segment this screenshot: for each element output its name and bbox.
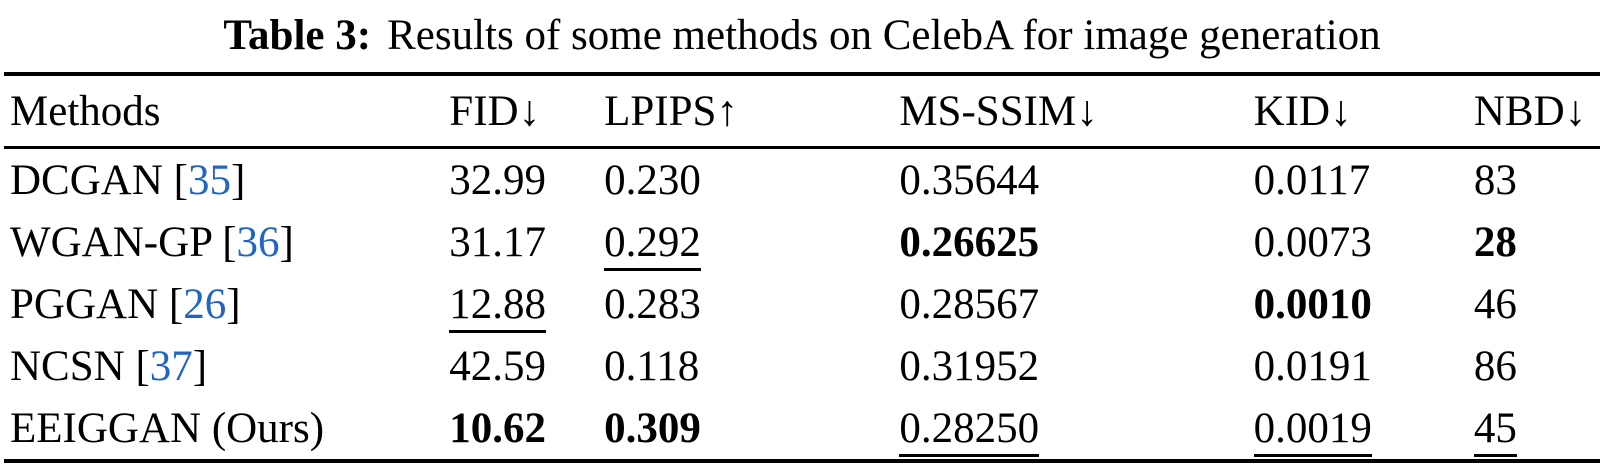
- table-caption-text: Results of some methods on CelebA for im…: [387, 12, 1381, 59]
- metric-value: 0.31952: [899, 342, 1040, 390]
- metric-cell-msssim: 0.28250: [899, 397, 1253, 461]
- metric-value: 0.283: [604, 280, 701, 328]
- metric-cell-fid: 31.17: [449, 211, 604, 273]
- metric-cell-kid: 0.0073: [1254, 211, 1474, 273]
- citation-link[interactable]: 37: [149, 342, 193, 390]
- cite-bracket: ]: [226, 280, 241, 328]
- metric-cell-nbd: 86: [1474, 335, 1600, 397]
- method-cell: DCGAN [35]: [4, 148, 449, 212]
- metric-value: 0.118: [604, 342, 700, 390]
- method-name: NCSN: [10, 342, 125, 390]
- metric-cell-lpips: 0.309: [604, 397, 899, 461]
- method-cell: EEIGGAN (Ours): [4, 397, 449, 461]
- metric-value: 28: [1473, 218, 1517, 266]
- cite-bracket: ]: [230, 156, 246, 204]
- down-arrow-icon: ↓: [518, 87, 541, 135]
- header-label: NBD: [1473, 87, 1565, 135]
- metric-value: 0.0010: [1253, 280, 1372, 328]
- header-label: LPIPS: [604, 87, 717, 135]
- metric-cell-nbd: 45: [1473, 397, 1600, 461]
- metric-value: 83: [1473, 156, 1517, 204]
- cite-bracket: [: [135, 342, 150, 390]
- metric-cell-kid: 0.0010: [1254, 273, 1474, 335]
- metric-cell-kid: 0.0117: [1254, 148, 1474, 212]
- metric-cell-msssim: 0.35644: [899, 148, 1253, 212]
- metric-cell-msssim: 0.26625: [899, 211, 1253, 273]
- metric-value: 32.99: [449, 156, 547, 204]
- metric-cell-fid: 10.62: [449, 397, 604, 461]
- table-row-dcgan: DCGAN [35] 32.99 0.230 0.35644 0.0117 83: [4, 148, 1600, 212]
- metric-cell-nbd: 28: [1474, 211, 1600, 273]
- metric-cell-nbd: 83: [1474, 148, 1600, 212]
- metric-value: 0.26625: [899, 218, 1040, 266]
- cite-bracket: ]: [192, 342, 208, 390]
- metric-value: 0.292: [604, 218, 701, 271]
- metric-value: 42.59: [449, 342, 547, 390]
- method-cell: NCSN [37]: [4, 335, 449, 397]
- method-name: EEIGGAN (Ours): [10, 404, 325, 452]
- method-name: DCGAN: [10, 156, 163, 204]
- metric-value: 0.35644: [899, 156, 1040, 204]
- down-arrow-icon: ↓: [1330, 87, 1352, 135]
- metric-cell-fid: 42.59: [449, 335, 604, 397]
- metric-cell-lpips: 0.283: [604, 273, 899, 335]
- metric-value: 45: [1473, 404, 1517, 457]
- method-cell: WGAN-GP [36]: [4, 211, 449, 273]
- down-arrow-icon: ↓: [1564, 87, 1587, 135]
- metric-value: 0.0073: [1253, 218, 1372, 266]
- cite-bracket: [: [173, 156, 188, 204]
- table-row-eeiggan-ours: EEIGGAN (Ours) 10.62 0.309 0.28250 0.001…: [4, 397, 1600, 461]
- header-label: FID: [449, 87, 519, 135]
- method-name: WGAN-GP: [10, 218, 212, 266]
- metric-value: 86: [1473, 342, 1517, 390]
- metric-cell-lpips: 0.118: [604, 335, 899, 397]
- citation-link[interactable]: 35: [187, 156, 231, 204]
- metric-value: 0.28567: [899, 280, 1040, 328]
- citation-link[interactable]: 36: [236, 218, 280, 266]
- header-cell-kid: KID↓: [1253, 74, 1474, 149]
- metric-value: 0.309: [604, 404, 701, 452]
- header-row: Methods FID↓ LPIPS↑ MS-SSIM↓ KID↓ NBD↓: [4, 74, 1600, 149]
- metric-value: 12.88: [449, 280, 547, 333]
- metric-cell-lpips: 0.292: [604, 211, 899, 273]
- metric-cell-msssim: 0.31952: [899, 335, 1253, 397]
- header-cell-lpips: LPIPS↑: [604, 74, 900, 149]
- table-caption: Table 3: Results of some methods on Celeb…: [0, 0, 1604, 72]
- citation-link[interactable]: 26: [183, 280, 227, 328]
- table-row-wgangp: WGAN-GP [36] 31.17 0.292 0.26625 0.0073 …: [4, 211, 1600, 273]
- metric-cell-fid: 12.88: [449, 273, 604, 335]
- metric-value: 46: [1473, 280, 1517, 328]
- metric-value: 31.17: [449, 218, 547, 266]
- metric-value: 0.0191: [1253, 342, 1372, 390]
- table-row-pggan: PGGAN [26] 12.88 0.283 0.28567 0.0010 46: [4, 273, 1600, 335]
- method-cell: PGGAN [26]: [4, 273, 449, 335]
- header-label: KID: [1253, 87, 1331, 135]
- metric-value: 0.28250: [899, 404, 1040, 457]
- down-arrow-icon: ↓: [1076, 87, 1098, 135]
- up-arrow-icon: ↑: [716, 87, 738, 135]
- metric-cell-nbd: 46: [1474, 273, 1600, 335]
- metric-cell-kid: 0.0019: [1253, 397, 1474, 461]
- table-row-ncsn: NCSN [37] 42.59 0.118 0.31952 0.0191 86: [4, 335, 1600, 397]
- metric-value: 10.62: [449, 404, 547, 452]
- header-cell-fid: FID↓: [449, 74, 605, 149]
- method-name: PGGAN: [10, 280, 159, 328]
- header-label: MS-SSIM: [899, 87, 1077, 135]
- metric-cell-kid: 0.0191: [1254, 335, 1474, 397]
- metric-value: 0.230: [604, 156, 701, 204]
- header-cell-methods: Methods: [4, 74, 450, 149]
- cite-bracket: [: [168, 280, 184, 328]
- results-table: Methods FID↓ LPIPS↑ MS-SSIM↓ KID↓ NBD↓ D…: [4, 72, 1600, 463]
- header-cell-nbd: NBD↓: [1473, 74, 1600, 149]
- metric-cell-lpips: 0.230: [604, 148, 899, 212]
- metric-cell-msssim: 0.28567: [899, 273, 1253, 335]
- cite-bracket: ]: [279, 218, 294, 266]
- header-label: Methods: [10, 87, 161, 135]
- header-cell-msssim: MS-SSIM↓: [899, 74, 1254, 149]
- metric-value: 0.0019: [1253, 404, 1372, 457]
- metric-cell-fid: 32.99: [449, 148, 604, 212]
- cite-bracket: [: [222, 218, 237, 266]
- table-caption-label: Table 3:: [223, 12, 372, 59]
- metric-value: 0.0117: [1253, 156, 1371, 204]
